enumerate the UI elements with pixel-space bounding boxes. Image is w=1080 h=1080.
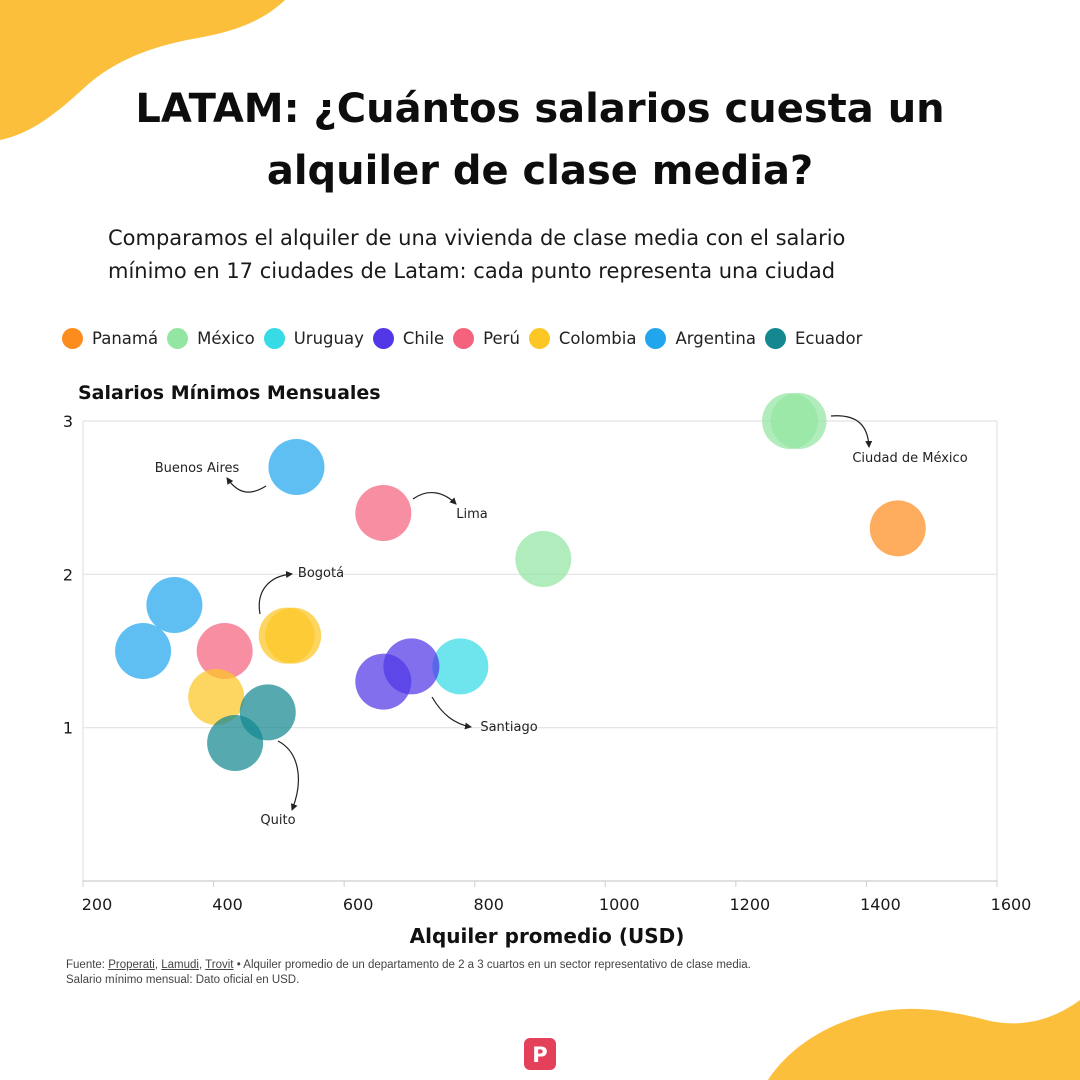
title-line-2: alquiler de clase media?	[266, 148, 814, 194]
bubble-colombia-3	[188, 669, 245, 725]
y-tick-label-2: 2	[63, 565, 73, 584]
subtitle: Comparamos el alquiler de una vivienda d…	[108, 222, 972, 288]
legend-label-colombia: Colombia	[558, 329, 637, 348]
bubble-mexico-3	[515, 531, 572, 587]
x-axis-title: Alquiler promedio (USD)	[410, 924, 685, 948]
bubble-argentina-3	[115, 623, 172, 679]
subtitle-line-2: mínimo en 17 ciudades de Latam: cada pun…	[108, 259, 836, 283]
x-tick-label-200: 200	[82, 895, 113, 914]
bubble-argentina-2	[146, 577, 203, 633]
legend-swatch-mexico	[167, 328, 189, 349]
legend-swatch-chile	[372, 328, 394, 349]
legend-swatch-ecuador	[764, 328, 786, 349]
y-tick-label-3: 3	[63, 412, 73, 431]
annotation-label-buenos-aires: Buenos Aires	[155, 461, 240, 476]
brand-logo: P	[524, 1038, 556, 1070]
annotation-arrow-santiago	[431, 696, 472, 730]
annotation-arrow-lima	[412, 491, 457, 505]
y-tick-label-1: 1	[63, 719, 73, 738]
chart-legend: Panamá México Uruguay Chile Perú Colombi…	[62, 328, 871, 349]
legend-item-panama: Panamá	[62, 328, 158, 349]
legend-label-mexico: México	[197, 329, 255, 348]
annotation-label-lima: Lima	[456, 507, 487, 522]
legend-swatch-argentina	[645, 328, 667, 349]
x-tick-label-1000: 1000	[599, 895, 640, 914]
x-tick-label-400: 400	[212, 895, 243, 914]
page-title: LATAM: ¿Cuántos salarios cuesta un alqui…	[60, 78, 1020, 202]
bubble-peru-1	[355, 485, 412, 541]
bubble-mexico-2	[770, 393, 827, 449]
legend-item-peru: Perú	[453, 328, 520, 349]
legend-label-argentina: Argentina	[675, 329, 756, 348]
bubble-colombia-2	[265, 607, 322, 664]
source-note-line-1: • Alquiler promedio de un departamento d…	[233, 959, 751, 971]
legend-label-peru: Perú	[483, 329, 520, 348]
source-note: Fuente: Properati, Lamudi, Trovit • Alqu…	[66, 959, 751, 986]
legend-swatch-panama	[62, 328, 83, 349]
x-tick-label-1400: 1400	[860, 895, 901, 914]
title-line-1: LATAM: ¿Cuántos salarios cuesta un	[135, 86, 945, 132]
annotation-arrow-bogota	[258, 571, 293, 615]
x-tick-label-1600: 1600	[991, 895, 1032, 914]
x-tick-label-600: 600	[343, 895, 374, 914]
legend-swatch-colombia	[528, 328, 550, 349]
source-label: Fuente:	[66, 959, 109, 971]
bubble-chile-2	[383, 638, 440, 695]
annotation-label-bogota: Bogotá	[298, 566, 344, 581]
decorative-blob-bottom-right	[768, 1000, 1080, 1080]
legend-label-uruguay: Uruguay	[293, 329, 364, 348]
y-axis-title: Salarios Mínimos Mensuales	[78, 382, 381, 404]
legend-item-ecuador: Ecuador	[764, 328, 863, 349]
x-tick-label-1200: 1200	[729, 895, 770, 914]
legend-swatch-peru	[453, 328, 475, 349]
source-link-lamudi[interactable]: Lamudi	[161, 959, 199, 971]
legend-item-chile: Chile	[372, 328, 445, 349]
annotation-label-ciudad-de-mexico: Ciudad de México	[852, 451, 967, 466]
bubble-peru-2	[196, 623, 253, 679]
legend-swatch-uruguay	[263, 328, 285, 349]
source-link-trovit[interactable]: Trovit	[205, 959, 234, 971]
bubble-argentina-1	[268, 439, 325, 495]
annotation-arrow-buenos-aires	[226, 477, 267, 493]
bubble-ecuador-2	[207, 715, 264, 771]
subtitle-line-1: Comparamos el alquiler de una vivienda d…	[108, 226, 846, 250]
annotation-arrow-quito	[277, 740, 299, 811]
legend-item-colombia: Colombia	[528, 328, 637, 349]
scatter-chart: Ciudad de México Buenos Aires Lima Bogotá Sa…	[63, 382, 1032, 948]
decorative-blob-top-left	[0, 0, 285, 140]
legend-item-mexico: México	[167, 328, 255, 349]
x-tick-label-800: 800	[473, 895, 504, 914]
legend-item-uruguay: Uruguay	[263, 328, 364, 349]
annotation-label-quito: Quito	[260, 813, 295, 828]
annotation-label-santiago: Santiago	[480, 720, 537, 735]
bubble-uruguay-1	[432, 638, 489, 695]
annotation-arrow-ciudad-de-mexico	[830, 415, 873, 448]
legend-item-argentina: Argentina	[645, 328, 756, 349]
legend-label-chile: Chile	[402, 329, 445, 348]
source-note-line-2: Salario mínimo mensual: Dato oficial en …	[66, 974, 300, 986]
legend-label-panama: Panamá	[92, 329, 159, 348]
bubble-panama-1	[869, 500, 926, 557]
source-link-properati[interactable]: Properati	[108, 959, 155, 971]
legend-label-ecuador: Ecuador	[794, 329, 863, 348]
